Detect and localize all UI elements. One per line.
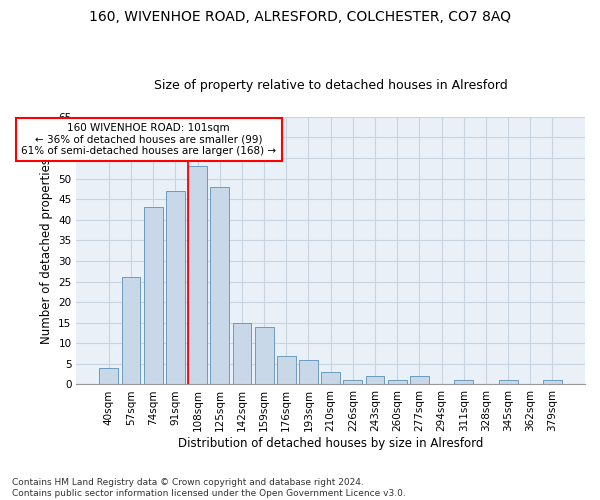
Text: Contains HM Land Registry data © Crown copyright and database right 2024.
Contai: Contains HM Land Registry data © Crown c… — [12, 478, 406, 498]
Bar — [188, 166, 207, 384]
Bar — [410, 376, 429, 384]
Title: Size of property relative to detached houses in Alresford: Size of property relative to detached ho… — [154, 79, 508, 92]
Bar — [388, 380, 407, 384]
Y-axis label: Number of detached properties: Number of detached properties — [40, 158, 53, 344]
Bar — [321, 372, 340, 384]
Bar — [454, 380, 473, 384]
Bar — [166, 191, 185, 384]
Bar — [211, 187, 229, 384]
Bar — [365, 376, 385, 384]
Bar — [277, 356, 296, 384]
Bar — [144, 208, 163, 384]
Bar — [543, 380, 562, 384]
X-axis label: Distribution of detached houses by size in Alresford: Distribution of detached houses by size … — [178, 437, 484, 450]
Text: 160, WIVENHOE ROAD, ALRESFORD, COLCHESTER, CO7 8AQ: 160, WIVENHOE ROAD, ALRESFORD, COLCHESTE… — [89, 10, 511, 24]
Bar — [100, 368, 118, 384]
Text: 160 WIVENHOE ROAD: 101sqm
← 36% of detached houses are smaller (99)
61% of semi-: 160 WIVENHOE ROAD: 101sqm ← 36% of detac… — [21, 123, 277, 156]
Bar — [254, 327, 274, 384]
Bar — [343, 380, 362, 384]
Bar — [122, 278, 140, 384]
Bar — [299, 360, 318, 384]
Bar — [499, 380, 518, 384]
Bar — [233, 322, 251, 384]
